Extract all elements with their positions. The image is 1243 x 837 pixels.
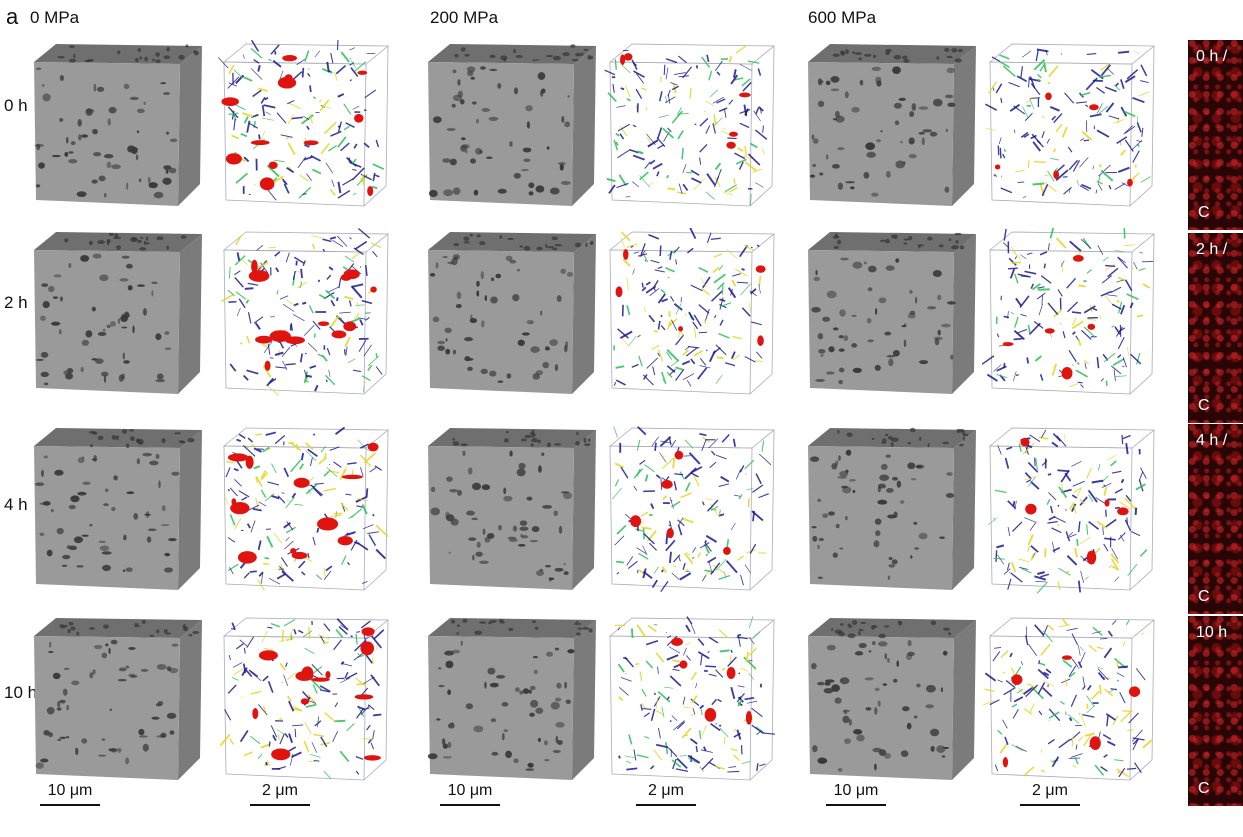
confocal-label-bottom: C <box>1198 204 1210 221</box>
pore-network-cube-200mpa-0h <box>604 43 776 207</box>
time-label-0h: 0 h <box>4 96 28 115</box>
pore-network-cube-600mpa-4h <box>988 427 1156 594</box>
panel-letter: a <box>6 4 19 29</box>
sem-cube-200mpa-4h <box>428 428 596 590</box>
pore-network-cube-200mpa-4h <box>608 426 776 593</box>
sem-cube-0mpa-10h <box>34 618 202 780</box>
scale-bar-label: 2 μm <box>648 782 684 799</box>
confocal-label-top: 4 h / <box>1196 432 1228 449</box>
confocal-image-10h: 10 h C <box>1188 616 1243 806</box>
confocal-label-bottom: C <box>1198 397 1210 414</box>
confocal-image-0h: 0 h / C <box>1188 40 1243 230</box>
pore-network-cube-0mpa-4h <box>222 426 390 591</box>
pore-network-cube-600mpa-2h <box>982 228 1156 395</box>
sem-cube-600mpa-4h <box>808 427 976 590</box>
pore-network-cube-200mpa-10h <box>608 616 776 781</box>
pore-network-cube-0mpa-10h <box>219 617 390 781</box>
pressure-label-0mpa: 0 MPa <box>30 8 80 27</box>
sem-cube-0mpa-0h <box>34 44 202 206</box>
confocal-label-bottom: C <box>1198 780 1210 797</box>
pore-network-cube-0mpa-2h <box>221 228 390 396</box>
pressure-label-600mpa: 600 MPa <box>808 8 877 27</box>
pore-network-cube-600mpa-0h <box>985 43 1156 207</box>
pore-network-cube-0mpa-0h <box>218 40 390 207</box>
sem-cube-200mpa-0h <box>428 44 596 206</box>
confocal-label-top: 0 h / <box>1196 48 1228 65</box>
time-label-4h: 4 h <box>4 495 28 514</box>
pressure-label-200mpa: 200 MPa <box>430 8 499 27</box>
confocal-image-2h: 2 h / C <box>1188 233 1243 423</box>
sem-cube-200mpa-2h <box>428 232 596 394</box>
sem-cube-600mpa-2h <box>808 232 976 394</box>
sem-cube-600mpa-0h <box>808 44 976 206</box>
scale-bar-label: 10 μm <box>47 782 93 799</box>
confocal-label-bottom: C <box>1198 588 1210 605</box>
scale-bar-label: 2 μm <box>1032 782 1068 799</box>
pore-network-cube-600mpa-10h <box>983 617 1156 781</box>
sem-cube-600mpa-10h <box>808 618 976 780</box>
sem-cube-0mpa-2h <box>34 232 202 394</box>
time-label-2h: 2 h <box>4 293 28 312</box>
sem-cube-0mpa-4h <box>34 428 202 590</box>
scale-bar-label: 10 μm <box>833 782 879 799</box>
sem-cube-200mpa-10h <box>427 618 596 780</box>
confocal-label-top: 10 h <box>1196 624 1228 641</box>
confocal-label-top: 2 h / <box>1196 241 1228 258</box>
confocal-image-4h: 4 h / C <box>1188 424 1243 614</box>
scale-bar-label: 2 μm <box>262 782 298 799</box>
pore-network-cube-200mpa-2h <box>608 228 776 395</box>
time-label-10h: 10 h <box>4 683 38 702</box>
scale-bar-label: 10 μm <box>447 782 493 799</box>
